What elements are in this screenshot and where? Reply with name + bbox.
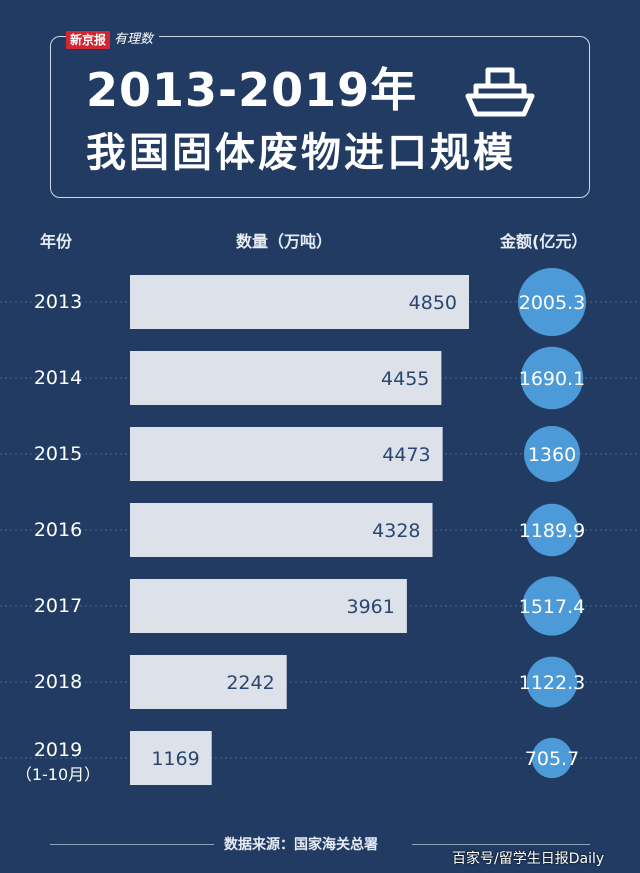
quantity-label: 4455 [381,368,429,390]
amount-bubble [526,656,578,708]
footer-divider-left [50,844,214,845]
amount-label: 1517.4 [519,596,585,618]
amount-label: 1189.9 [519,520,585,542]
title-line-2: 我国固体废物进口规模 [86,130,516,176]
logo: 新京报 有理数 [66,30,160,50]
year-label: 2017 [34,595,82,617]
year-label: 2015 [34,443,82,465]
header-quantity: 数量（万吨） [236,232,333,251]
year-label: 2019 [34,739,82,761]
quantity-label: 4473 [382,444,430,466]
year-label: 2013 [34,291,82,313]
logo-script: 有理数 [114,32,154,47]
quantity-label: 2242 [226,672,274,694]
quantity-label: 1169 [151,748,199,770]
quantity-label: 4328 [372,520,420,542]
amount-bubble [523,425,580,483]
amount-bubble [531,737,573,779]
watermark: 百家号/留学生日报Daily [452,851,605,867]
quantity-bar [130,579,407,633]
cargo-ship-icon [465,67,535,117]
amount-label: 1360 [528,444,576,466]
quantity-bar [130,275,469,329]
amount-label: 1122.3 [519,672,585,694]
year-note: （1-10月） [16,765,100,784]
year-label: 2014 [34,367,82,389]
amount-bubble [522,576,582,636]
quantity-bar [130,655,287,709]
year-label: 2018 [34,671,82,693]
amount-label: 2005.3 [519,292,585,314]
amount-bubble [525,503,579,557]
title-line-1: 2013-2019年 [86,63,418,117]
amount-label: 1690.1 [519,368,585,390]
title-frame [50,36,590,198]
logo-brand: 新京报 [66,31,111,49]
quantity-bar [130,731,212,785]
header-amount: 金额(亿元） [500,232,588,251]
data-source: 数据来源：国家海关总署 [224,837,378,853]
footer-divider-right [412,844,590,845]
year-label: 2016 [34,519,82,541]
quantity-bar [130,427,443,481]
quantity-label: 3961 [347,596,395,618]
quantity-label: 4850 [409,292,457,314]
quantity-bar [130,503,433,557]
header-year: 年份 [40,232,73,251]
amount-label: 705.7 [525,748,579,770]
amount-bubble [520,346,584,410]
amount-bubble [518,268,586,336]
quantity-bar [130,351,442,405]
